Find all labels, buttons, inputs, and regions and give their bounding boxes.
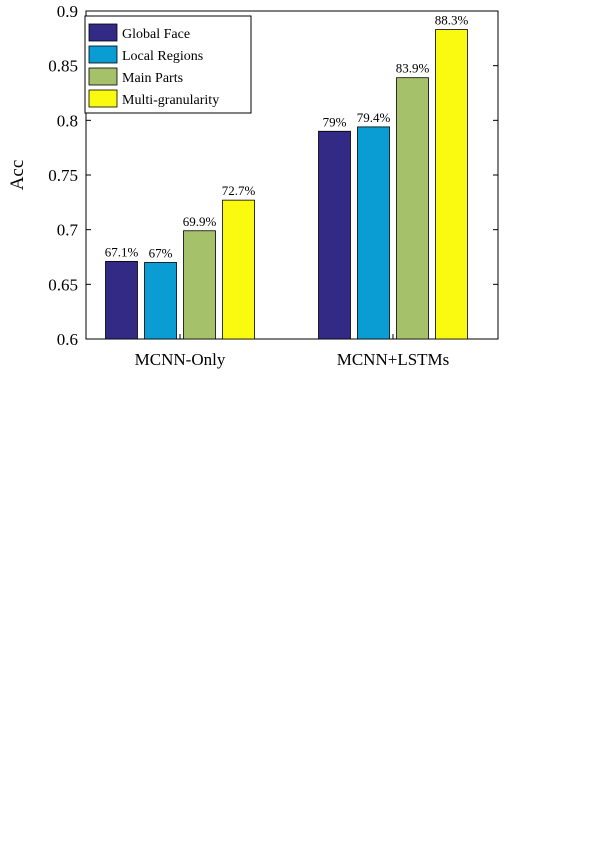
x-category-label: MCNN-Only <box>135 350 226 369</box>
bar <box>222 199 255 340</box>
data-label: 88.3% <box>435 13 469 28</box>
y-tick-label: 0.8 <box>57 111 78 130</box>
y-tick-label: 0.85 <box>48 57 78 76</box>
data-label: 67.1% <box>105 244 139 259</box>
legend: Global Face Local Regions Main Parts Multi-… <box>84 15 252 114</box>
legend-label: Main Parts <box>122 71 183 86</box>
legend-swatch <box>88 45 118 64</box>
data-label: 69.9% <box>183 214 217 229</box>
bar <box>105 260 138 340</box>
bars: 67.1% 67% 69.9% 72.7% 79% 79.4% 83.9% 88.3% <box>105 13 469 340</box>
y-tick-label: 0.9 <box>57 2 78 21</box>
data-label: 83.9% <box>396 61 430 76</box>
legend-swatch <box>88 23 118 42</box>
data-label: 79.4% <box>357 110 391 125</box>
bar <box>144 262 177 340</box>
bar <box>396 77 429 340</box>
bar <box>435 29 468 340</box>
y-axis-label: Acc <box>7 160 28 191</box>
y-tick-label: 0.7 <box>57 221 79 240</box>
data-label: 67% <box>149 245 173 260</box>
data-label: 79% <box>323 114 347 129</box>
y-tick-label: 0.75 <box>48 166 78 185</box>
bar <box>318 130 351 340</box>
bar <box>357 126 390 340</box>
legend-label: Multi-granularity <box>122 93 219 108</box>
legend-swatch <box>88 67 118 86</box>
legend-label: Global Face <box>122 27 190 42</box>
y-tick-label: 0.65 <box>48 275 78 294</box>
legend-swatch <box>88 89 118 108</box>
x-category-labels: MCNN-Only MCNN+LSTMs <box>135 334 450 369</box>
legend-label: Local Regions <box>122 49 203 64</box>
x-category-label: MCNN+LSTMs <box>337 350 450 369</box>
bar <box>183 230 216 340</box>
y-tick-label: 0.6 <box>57 330 78 349</box>
data-label: 72.7% <box>222 183 256 198</box>
